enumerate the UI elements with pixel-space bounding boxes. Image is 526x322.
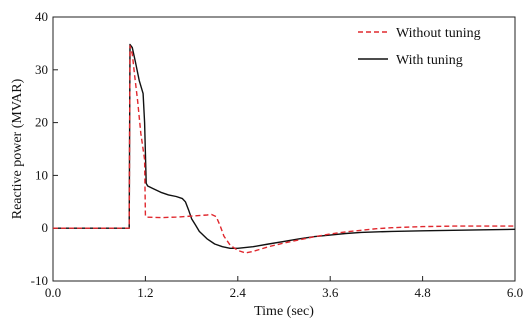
legend: Without tuning With tuning (358, 26, 481, 68)
x-tick-label: 1.2 (137, 285, 153, 300)
series-line-without-tuning (53, 45, 515, 254)
y-tick-label: 0 (42, 220, 49, 235)
x-tick-label: 4.8 (414, 285, 430, 300)
x-tick-label: 0.0 (45, 285, 61, 300)
plot-frame (52, 16, 516, 282)
series-layer (53, 43, 516, 254)
x-tick-label: 2.4 (230, 285, 247, 300)
y-tick-label: 10 (35, 167, 48, 182)
y-tick-label: 20 (35, 115, 48, 130)
series-line-with-tuning (53, 43, 516, 249)
y-tick-label: 30 (35, 62, 48, 77)
x-tick-label: 3.6 (322, 285, 339, 300)
y-tick-label: 40 (35, 9, 48, 24)
x-tick-label: 6.0 (507, 285, 523, 300)
y-tick-label: -10 (31, 273, 48, 288)
legend-label-without-tuning: Without tuning (396, 26, 481, 41)
x-axis-label: Time (sec) (254, 304, 314, 319)
y-axis-label: Reactive power (MVAR) (10, 78, 25, 219)
legend-label-with-tuning: With tuning (396, 53, 463, 68)
x-axis-ticks: 0.0 1.2 2.4 3.6 4.8 6.0 (45, 276, 523, 300)
y-axis-ticks: -10 0 10 20 30 40 (31, 9, 58, 288)
